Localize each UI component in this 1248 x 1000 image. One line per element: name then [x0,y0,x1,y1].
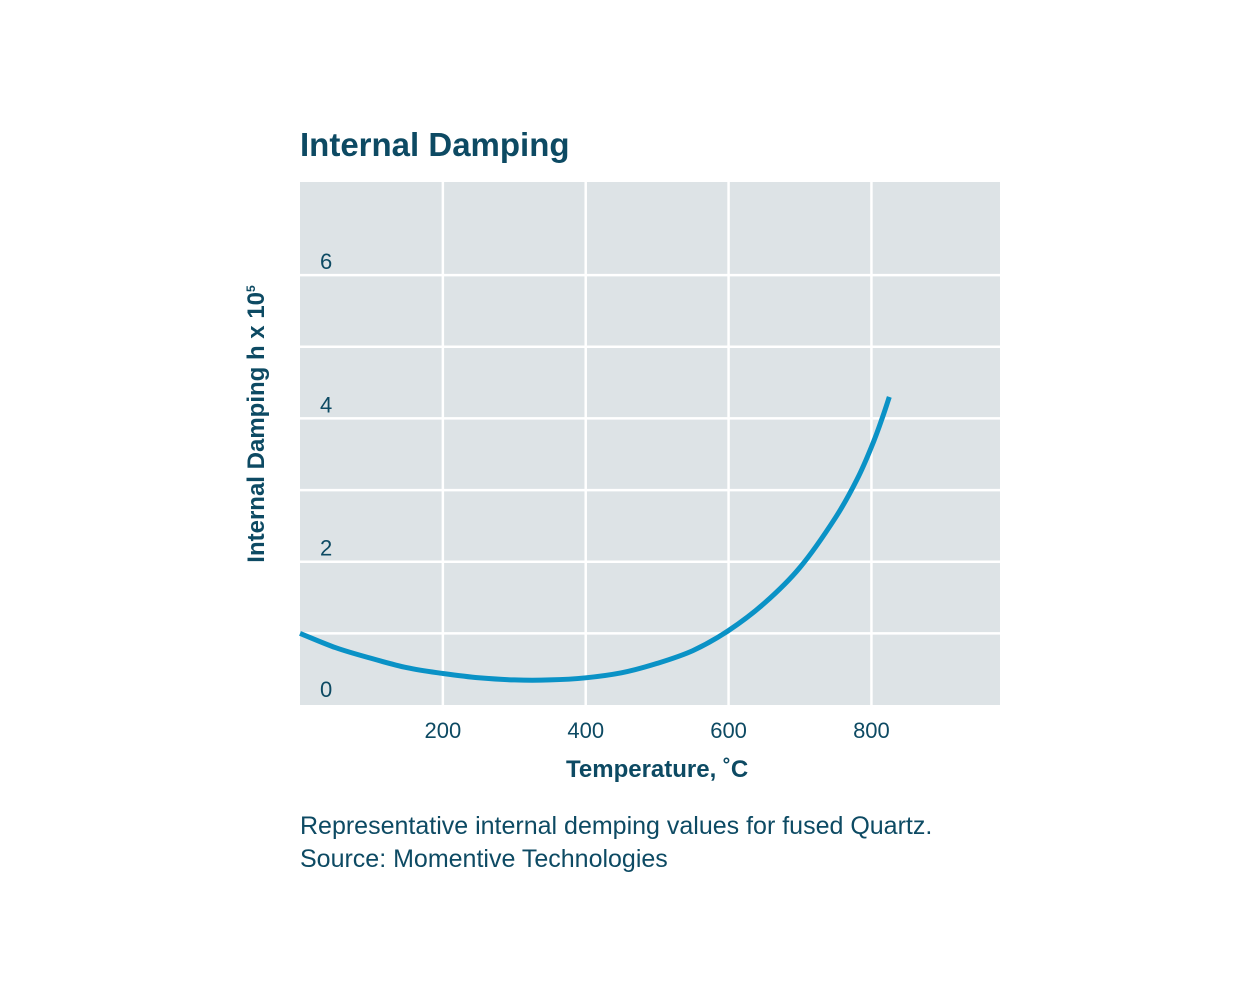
y-tick-label-0: 0 [320,677,332,702]
y-tick-label-1: 2 [320,536,332,561]
x-tick-labels: 200 400 600 800 [424,718,889,743]
x-tick-label-3: 800 [853,718,890,743]
x-tick-label-2: 600 [710,718,747,743]
caption-line-1: Representative internal demping values f… [300,812,933,840]
x-axis-label: Temperature, ˚C [566,756,749,783]
x-tick-label-1: 400 [567,718,604,743]
y-axis-label-exponent: 5 [244,285,258,292]
y-axis-label: Internal Damping h x 105 [243,285,271,562]
damping-curve [299,396,892,683]
x-tick-label-0: 200 [424,718,461,743]
y-tick-label-3: 6 [320,249,332,274]
caption-line-2: Source: Momentive Technologies [300,845,668,873]
y-tick-label-2: 4 [320,392,332,417]
chart-caption: Representative internal demping values f… [300,810,932,876]
y-tick-labels: 0 2 4 6 [320,249,332,702]
chart-title: Internal Damping [300,126,570,163]
plot-background [300,182,1000,705]
y-axis-label-text: Internal Damping h x 10 [243,291,270,563]
